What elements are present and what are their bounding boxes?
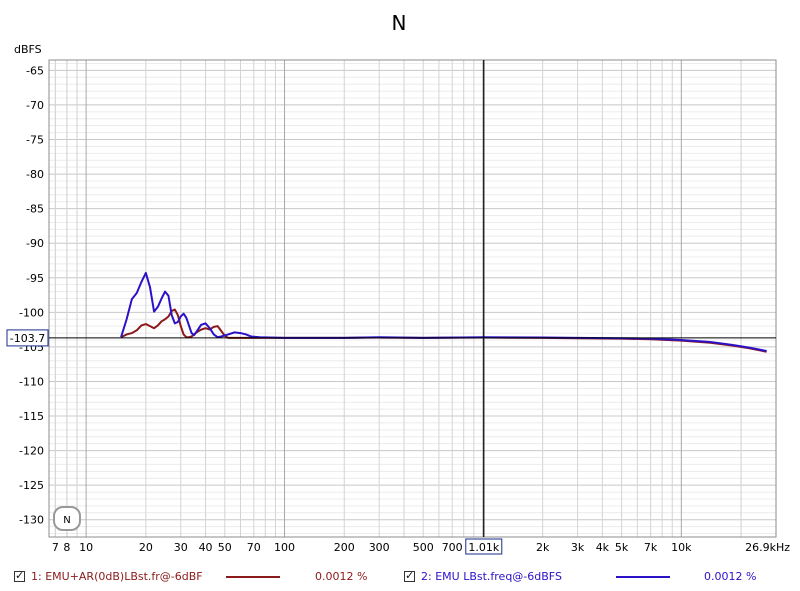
y-tick-label: -65 — [26, 64, 44, 77]
series-1-value: 0.0012 % — [315, 570, 368, 583]
x-tick-label: 700 — [442, 541, 463, 554]
x-tick-label: 50 — [218, 541, 232, 554]
x-tick-label: 3k — [571, 541, 585, 554]
x-tick-label: 500 — [413, 541, 434, 554]
y-tick-label: -110 — [19, 375, 44, 388]
plot-frame — [48, 59, 777, 538]
cursor-y-readout: -103.7 — [10, 332, 45, 345]
series-2-value: 0.0012 % — [704, 570, 757, 583]
series-1-checkbox[interactable] — [14, 569, 25, 582]
x-tick-label: 20 — [139, 541, 153, 554]
y-tick-label: -120 — [19, 445, 44, 458]
cursor-y-readout-box — [6, 329, 49, 347]
x-tick-label: 7k — [644, 541, 658, 554]
cursor[interactable]: -103.7 1.01k — [6, 60, 776, 555]
mode-badge-label: N — [63, 515, 70, 526]
series-1-label: 1: EMU+AR(0dB)LBst.fr@-6dBF — [31, 569, 203, 583]
y-tick-label: -125 — [19, 479, 44, 492]
x-tick-label: 300 — [369, 541, 390, 554]
legend-entry-1[interactable]: 1: EMU+AR(0dB)LBst.fr@-6dBF — [14, 566, 203, 586]
y-tick-label: -85 — [26, 203, 44, 216]
cursor-x-readout-box — [465, 538, 503, 555]
series-1-swatch — [226, 576, 280, 578]
x-tick-label: 40 — [199, 541, 213, 554]
y-tick-label: -100 — [19, 306, 44, 319]
x-tick-label: 10 — [79, 541, 93, 554]
series-2-label: 2: EMU LBst.freq@-6dBFS — [421, 569, 562, 583]
x-tick-label: 8 — [63, 541, 70, 554]
x-tick-label: 5k — [615, 541, 629, 554]
x-tick-label: 4k — [596, 541, 610, 554]
y-tick-label: -95 — [26, 272, 44, 285]
y-axis-ticks: -65-70-75-80-85-90-95-100-105-110-115-12… — [19, 64, 44, 526]
x-tick-label: 10k — [671, 541, 692, 554]
x-tick-label: 70 — [247, 541, 261, 554]
series-1-line — [120, 308, 767, 353]
chart-title: N — [392, 11, 407, 35]
grid — [48, 60, 777, 537]
y-tick-label: -70 — [26, 99, 44, 112]
x-tick-label: 30 — [174, 541, 188, 554]
y-tick-label: -75 — [26, 134, 44, 147]
legend-entry-2[interactable]: 2: EMU LBst.freq@-6dBFS — [404, 566, 562, 586]
mode-badge[interactable]: N — [53, 506, 81, 531]
x-tick-label: 100 — [274, 541, 295, 554]
y-tick-label: -80 — [26, 168, 44, 181]
legend: 1: EMU+AR(0dB)LBst.fr@-6dBF 0.0012 % 2: … — [0, 566, 800, 588]
series-2-swatch — [616, 576, 670, 578]
x-tick-label: 7 — [52, 541, 59, 554]
x-tick-label: 200 — [334, 541, 355, 554]
cursor-x-readout: 1.01k — [468, 541, 499, 554]
y-tick-label: -90 — [26, 237, 44, 250]
x-axis-ticks: 7 8 10 20 30 40 50 70 100 200 300 500 700 2k 3k 4k 5k 7k 1… — [52, 541, 790, 554]
series-2-checkbox[interactable] — [404, 569, 415, 582]
x-tick-label: 2k — [536, 541, 550, 554]
y-axis-label: dBFS — [14, 43, 42, 56]
x-tick-label: 26.9kHz — [745, 541, 790, 554]
y-tick-label: -130 — [19, 514, 44, 527]
y-tick-label: -115 — [19, 410, 44, 423]
